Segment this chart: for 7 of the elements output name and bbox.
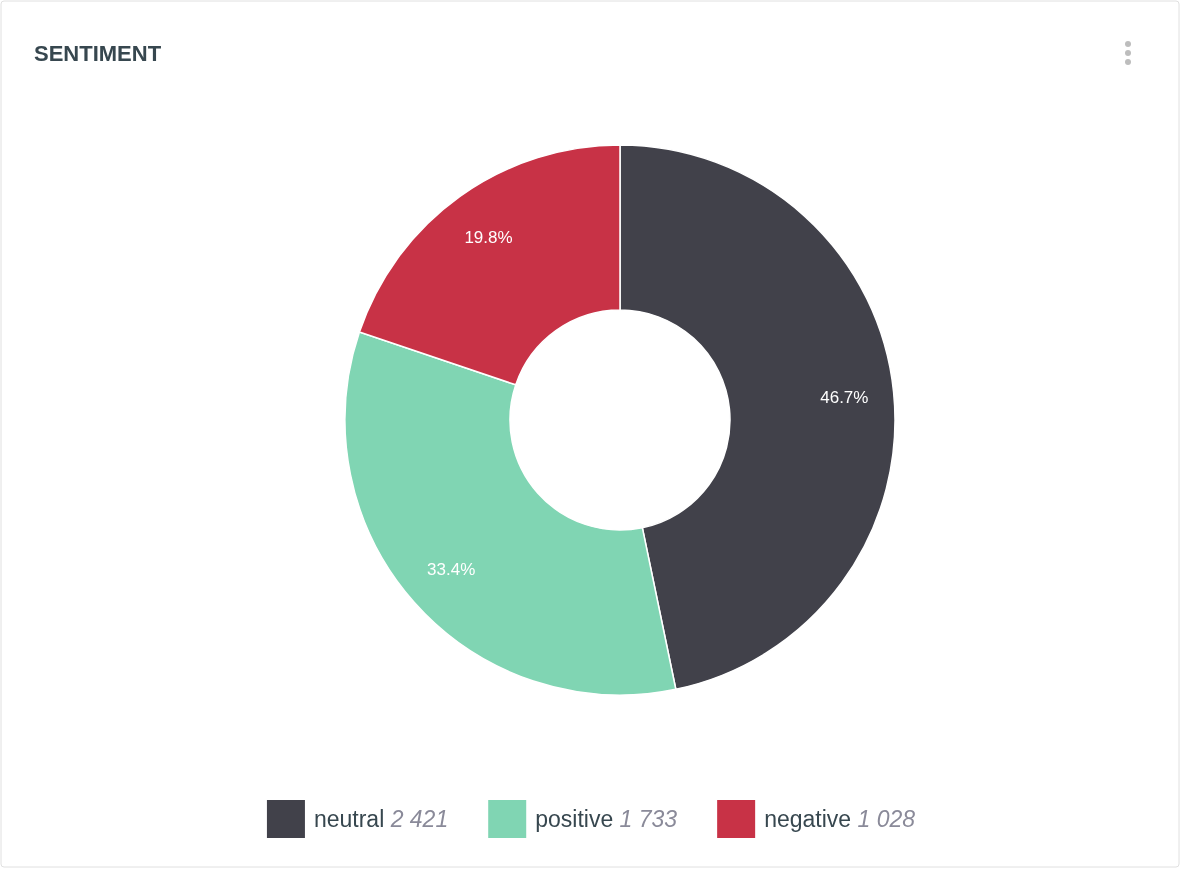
data-label: 19.8% [464, 227, 513, 247]
chart-title: SENTIMENT [34, 41, 162, 66]
data-label: 46.7% [820, 387, 869, 407]
legend-label: positive 1 733 [535, 806, 678, 832]
legend-label: negative 1 028 [764, 806, 916, 832]
legend-label: neutral 2 421 [313, 806, 449, 832]
data-label: 33.4% [427, 560, 476, 580]
